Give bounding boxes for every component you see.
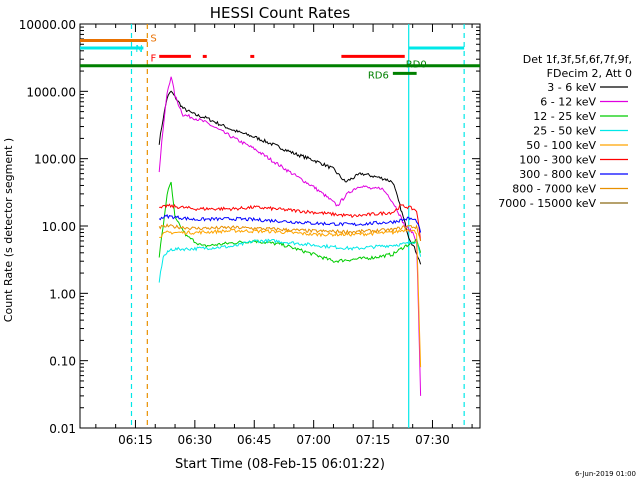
legend-entry-label: 300 - 800 keV (519, 168, 596, 181)
flag-label: S (150, 33, 156, 44)
series-line (158, 181, 422, 264)
series-line (158, 213, 422, 233)
vertical-marker-lines (130, 24, 465, 428)
legend-entry-label: 50 - 100 keV (526, 139, 596, 152)
legend-entry-label: 6 - 12 keV (540, 96, 596, 109)
chart-title: HESSI Count Rates (210, 4, 351, 22)
x-tick-label: 07:15 (356, 433, 391, 447)
x-tick-label: 06:15 (118, 433, 153, 447)
legend-entry-label: 3 - 6 keV (547, 81, 596, 94)
y-tick-label: 0.10 (49, 355, 76, 369)
flag-bars: SNF RD0 RD6 (80, 33, 480, 81)
legend-header-line: Det 1f,3f,5f,6f,7f,9f, (523, 53, 632, 66)
legend-entry-label: 7000 - 15000 keV (498, 197, 596, 210)
x-tick-label: 07:00 (296, 433, 331, 447)
series-line (158, 76, 422, 396)
y-axis-ticks: 10000.00 1000.00 100.00 10.00 1.00 0.10 0.01 (19, 18, 480, 436)
legend-header-line: FDecim 2, Att 0 (547, 67, 632, 80)
legend: Det 1f,3f,5f,6f,7f,9f,FDecim 2, Att 03 -… (498, 53, 632, 210)
flag-label: RD0 (406, 60, 427, 71)
x-tick-label: 06:45 (237, 433, 272, 447)
series-line (159, 203, 422, 241)
series-line (158, 90, 422, 265)
flag-label: RD6 (368, 70, 389, 81)
legend-entry-label: 100 - 300 keV (519, 154, 596, 167)
legend-entry-label: 800 - 7000 keV (512, 183, 596, 196)
x-tick-label: 07:30 (415, 433, 450, 447)
series-line (159, 228, 422, 368)
y-axis-label: Count Rate (s detector segment ) (2, 138, 15, 322)
y-tick-label: 100.00 (34, 153, 76, 167)
series-lines (158, 76, 422, 396)
flag-label: N (135, 44, 142, 55)
y-tick-label: 10000.00 (19, 18, 76, 32)
legend-entry-label: 25 - 50 keV (533, 125, 596, 138)
series-line (158, 223, 422, 242)
x-tick-label: 06:30 (178, 433, 213, 447)
legend-entry-label: 12 - 25 keV (533, 110, 596, 123)
y-tick-label: 1.00 (49, 287, 76, 301)
x-axis-label: Start Time (08-Feb-15 06:01:22) (175, 457, 385, 472)
flag-label: F (150, 53, 156, 64)
y-tick-label: 0.01 (49, 422, 76, 436)
y-tick-label: 1000.00 (26, 85, 76, 99)
footer-timestamp: 6-Jun-2019 01:00 (575, 470, 636, 478)
x-axis-ticks: 06:15 06:30 06:45 07:00 07:15 07:30 (95, 24, 473, 447)
y-tick-label: 10.00 (42, 220, 76, 234)
series-line (158, 238, 422, 283)
